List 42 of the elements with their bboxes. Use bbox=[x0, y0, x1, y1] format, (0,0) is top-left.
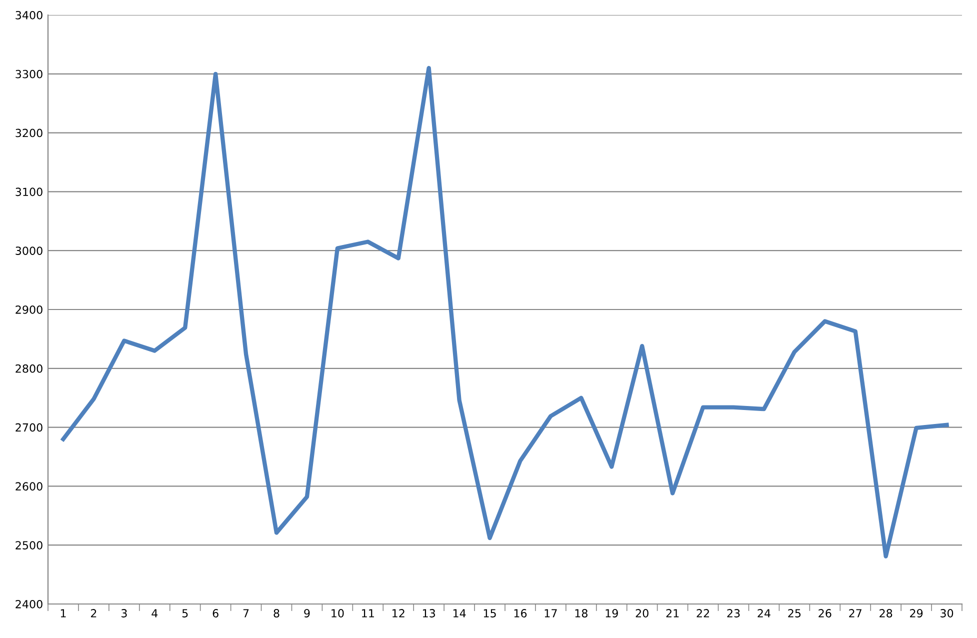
y-tick-label: 2700 bbox=[16, 423, 42, 432]
x-tick-label: 8 bbox=[274, 609, 280, 618]
x-tick-label: 30 bbox=[940, 609, 954, 618]
y-tick-label: 2600 bbox=[16, 482, 42, 491]
y-tick-label: 2500 bbox=[16, 541, 42, 550]
x-tick-label: 9 bbox=[304, 609, 310, 618]
x-tick-label: 15 bbox=[484, 609, 496, 618]
x-tick-label: 25 bbox=[788, 609, 801, 618]
x-tick-label: 24 bbox=[758, 609, 770, 618]
x-tick-label: 6 bbox=[212, 609, 218, 618]
y-tick-label: 2400 bbox=[16, 600, 42, 608]
y-tick-label: 2900 bbox=[16, 305, 42, 314]
x-tick-label: 29 bbox=[910, 609, 923, 618]
x-tick-label: 27 bbox=[849, 609, 862, 618]
x-tick-label: 17 bbox=[544, 609, 557, 618]
x-tick-label: 18 bbox=[575, 609, 588, 618]
x-tick-label: 2 bbox=[90, 609, 96, 618]
x-tick-label: 14 bbox=[453, 609, 466, 618]
x-tick-label: 23 bbox=[727, 609, 740, 618]
y-tick-label: 3200 bbox=[16, 128, 42, 138]
x-tick-label: 22 bbox=[696, 609, 709, 618]
x-tick-label: 1 bbox=[60, 609, 66, 618]
x-tick-label: 16 bbox=[514, 609, 527, 618]
y-tick-label: 3400 bbox=[16, 10, 42, 20]
line-series bbox=[61, 66, 949, 558]
x-tick-label: 11 bbox=[362, 609, 374, 618]
y-tick-label: 3000 bbox=[16, 246, 42, 255]
x-tick-label: 4 bbox=[152, 609, 158, 618]
x-tick-label: 21 bbox=[666, 609, 679, 618]
y-tick-label: 3100 bbox=[16, 188, 42, 196]
x-tick-label: 7 bbox=[243, 609, 249, 618]
x-tick-label: 19 bbox=[606, 609, 618, 618]
x-tick-label: 20 bbox=[636, 609, 648, 618]
x-tick-label: 26 bbox=[818, 609, 832, 618]
x-tick-label: 12 bbox=[392, 609, 404, 618]
x-tick-label: 10 bbox=[332, 609, 344, 618]
y-tick-label: 2800 bbox=[16, 364, 42, 373]
y-tick-label: 3300 bbox=[16, 70, 42, 78]
x-tick-label: 28 bbox=[880, 609, 892, 618]
x-tick-label: 3 bbox=[121, 609, 127, 618]
x-tick-label: 5 bbox=[182, 609, 188, 618]
x-tick-label: 13 bbox=[422, 609, 436, 618]
